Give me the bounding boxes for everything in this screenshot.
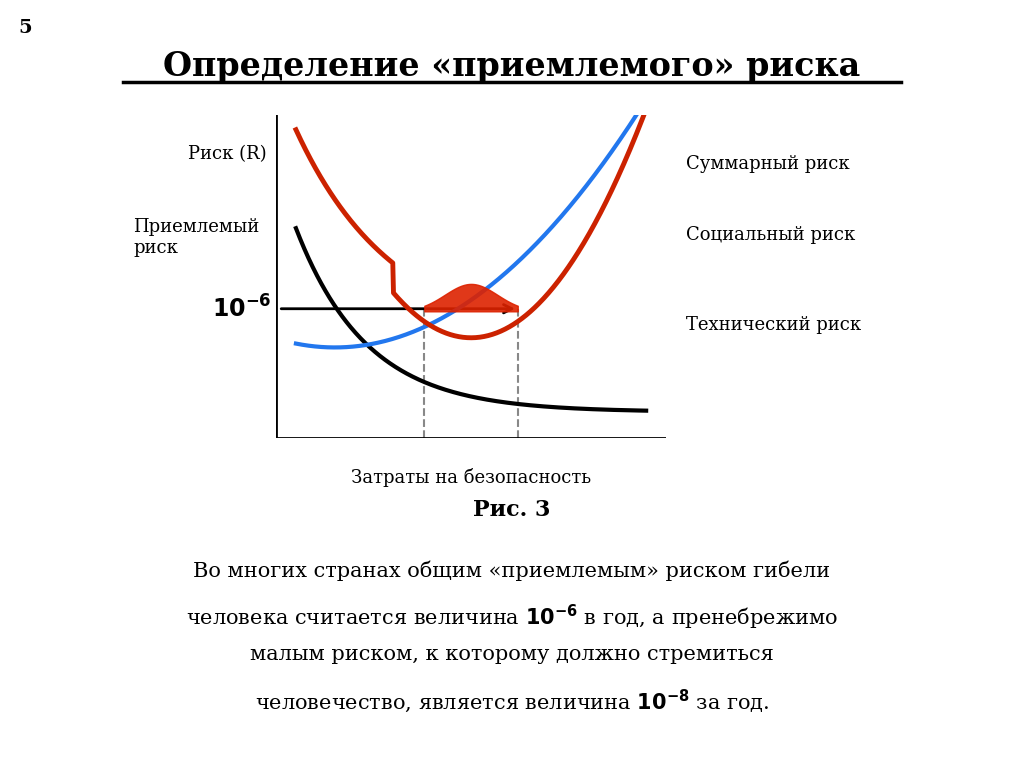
Text: Рис. 3: Рис. 3 [473,499,551,521]
Text: Технический риск: Технический риск [686,316,861,334]
Text: Риск (R): Риск (R) [187,145,266,163]
Text: $\mathbf{10^{-6}}$: $\mathbf{10^{-6}}$ [212,295,271,323]
Text: Во многих странах общим «приемлемым» риском гибели: Во многих странах общим «приемлемым» рис… [194,561,830,581]
Text: Суммарный риск: Суммарный риск [686,154,850,173]
Text: Определение «приемлемого» риска: Определение «приемлемого» риска [164,50,860,83]
Text: Социальный риск: Социальный риск [686,226,855,243]
Text: человека считается величина $\mathbf{10^{-6}}$ в год, а пренебрежимо: человека считается величина $\mathbf{10^… [186,603,838,632]
Text: Приемлемый
риск: Приемлемый риск [133,218,259,257]
Text: Затраты на безопасность: Затраты на безопасность [351,468,591,488]
Text: 5: 5 [18,19,32,37]
Text: человечество, является величина $\mathbf{10^{-8}}$ за год.: человечество, является величина $\mathbf… [255,687,769,715]
Text: малым риском, к которому должно стремиться: малым риском, к которому должно стремить… [250,645,774,664]
